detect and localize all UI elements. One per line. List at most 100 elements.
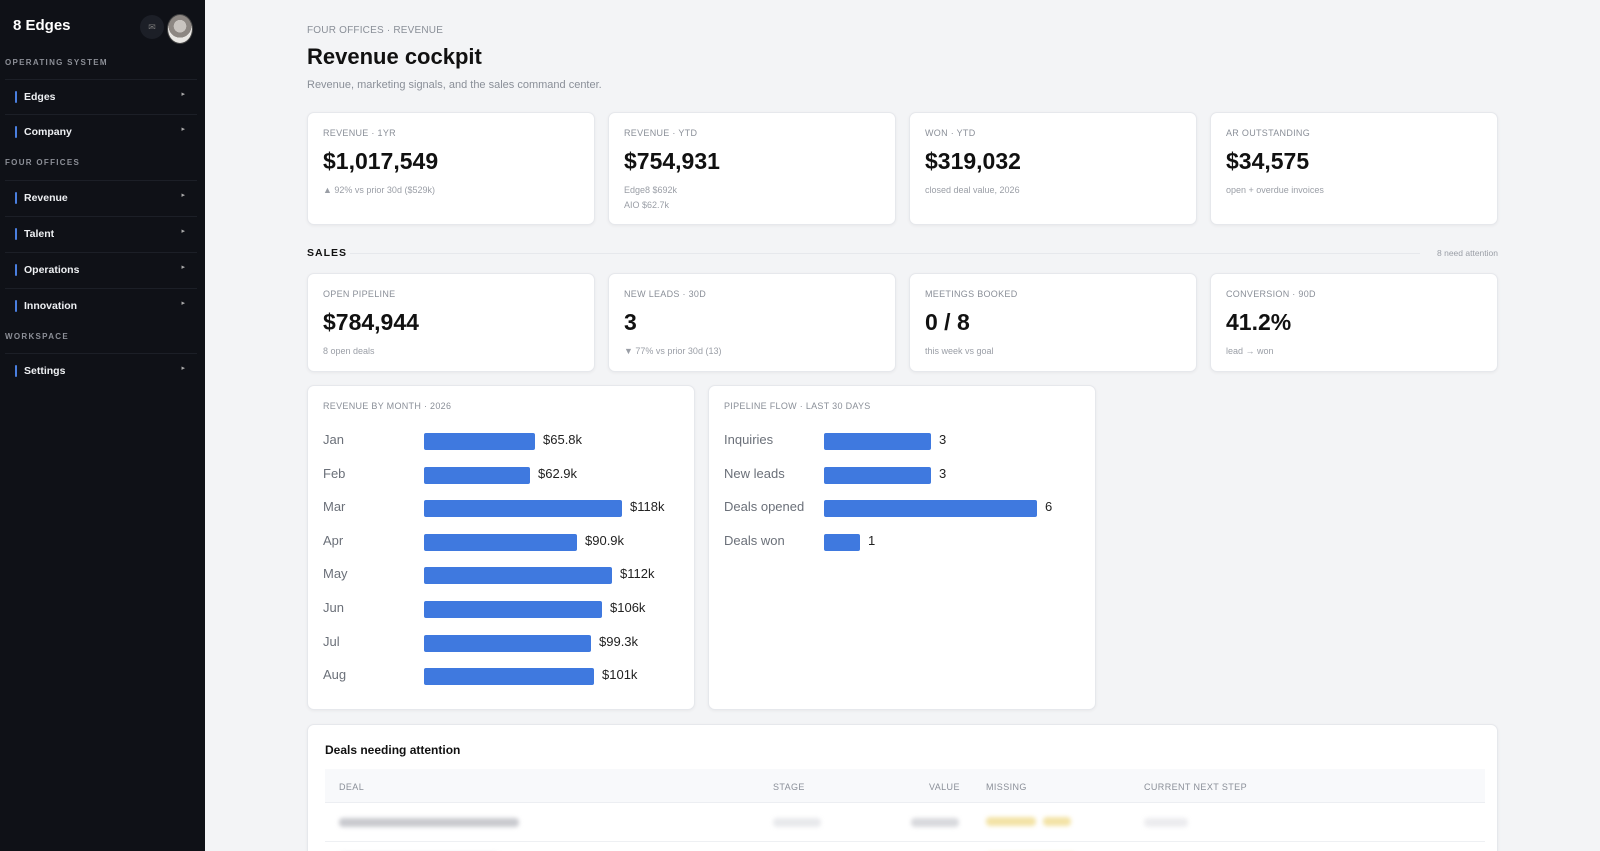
sidebar-item-settings[interactable]: Settings ▸ (5, 353, 197, 388)
section-label-four-offices: FOUR OFFICES (5, 158, 81, 167)
bar-label-jun: Jun (323, 600, 344, 615)
bar-inquiries[interactable] (824, 433, 931, 450)
bar-value-label: 6 (1045, 499, 1053, 515)
bar-jan[interactable] (424, 433, 535, 450)
blurred-cell (1043, 817, 1071, 826)
kpi-subtext: 8 open deals (323, 346, 375, 356)
bar-may[interactable] (424, 567, 612, 585)
chevron-right-icon: ▸ (181, 126, 185, 133)
sidebar-item-operations[interactable]: Operations ▸ (5, 252, 197, 287)
nav-accent-bar (15, 228, 17, 240)
kpi-subtext: Edge8 $692k (624, 185, 678, 195)
kpi-subtext: open + overdue invoices (1226, 185, 1324, 195)
column-header-next-step[interactable]: CURRENT NEXT STEP (1144, 782, 1247, 792)
kpi-card-revenue-ytd: REVENUE · YTD $754,931 Edge8 $692k AIO $… (608, 112, 896, 225)
kpi-label: MEETINGS BOOKED (925, 289, 1018, 299)
section-label-workspace: WORKSPACE (5, 332, 69, 341)
bar-aug[interactable] (424, 668, 594, 686)
chevron-right-icon: ▸ (181, 365, 185, 372)
bar-apr[interactable] (424, 533, 577, 551)
sidebar-item-revenue[interactable]: Revenue ▸ (5, 180, 197, 215)
sidebar-item-innovation[interactable]: Innovation ▸ (5, 288, 197, 323)
avatar[interactable] (167, 14, 193, 44)
kpi-value: $319,032 (925, 148, 1021, 174)
kpi-card-meetings-booked: MEETINGS BOOKED 0 / 8 this week vs goal (909, 273, 1197, 372)
bar-value-label: 3 (939, 465, 947, 481)
bar-label-may: May (323, 566, 348, 582)
kpi-label: CONVERSION · 90D (1226, 289, 1316, 299)
kpi-value: $1,017,549 (323, 148, 439, 174)
sidebar-item-talent[interactable]: Talent ▸ (5, 216, 197, 251)
panel-title: Deals needing attention (325, 743, 461, 757)
column-header-missing[interactable]: MISSING (986, 782, 1027, 792)
mail-icon[interactable]: ✉ (140, 15, 164, 39)
breadcrumb: FOUR OFFICES · REVENUE (307, 25, 444, 36)
bar-label-jul: Jul (323, 633, 340, 649)
bar-label-aug: Aug (323, 667, 347, 683)
sidebar-item-label: Settings (24, 365, 66, 377)
chevron-right-icon: ▸ (181, 91, 185, 98)
bar-jun[interactable] (424, 601, 602, 618)
kpi-subtext: ▲ 92% vs prior 30d ($529k) (323, 185, 435, 195)
deals-needing-attention-panel: Deals needing attention DEAL STAGE VALUE… (307, 724, 1498, 851)
chart-title: REVENUE BY MONTH · 2026 (323, 401, 452, 411)
blurred-cell (1144, 818, 1188, 827)
bar-label-feb: Feb (323, 465, 346, 481)
column-header-stage[interactable]: STAGE (773, 782, 805, 792)
bar-value-label: $90.9k (585, 532, 625, 548)
table-header: DEAL STAGE VALUE MISSING CURRENT NEXT ST… (325, 769, 1485, 803)
section-label-operating-system: OPERATING SYSTEM (5, 58, 108, 67)
table-row[interactable] (325, 843, 1485, 851)
sidebar: 8 Edges ✉ OPERATING SYSTEM Edges ▸ Compa… (0, 0, 205, 851)
kpi-value: 41.2% (1226, 309, 1292, 335)
chevron-right-icon: ▸ (181, 300, 185, 307)
bar-mar[interactable] (424, 500, 622, 518)
kpi-card-won-ytd: WON · YTD $319,032 closed deal value, 20… (909, 112, 1197, 225)
kpi-card-new-leads: NEW LEADS · 30D 3 ▼ 77% vs prior 30d (13… (608, 273, 896, 372)
kpi-subtext: lead → won (1226, 346, 1274, 356)
kpi-value: 3 (624, 309, 637, 335)
kpi-label: AR OUTSTANDING (1226, 128, 1311, 138)
nav-accent-bar (15, 126, 17, 138)
table-row[interactable] (325, 804, 1485, 842)
bar-jul[interactable] (424, 634, 591, 652)
brand-logo[interactable]: 8 Edges (13, 17, 71, 34)
bar-value-label: 1 (868, 532, 876, 548)
kpi-label: REVENUE · YTD (624, 128, 698, 138)
kpi-label: REVENUE · 1YR (323, 128, 396, 138)
bar-value-label: $99.3k (599, 633, 639, 649)
kpi-subtext: ▼ 77% vs prior 30d (13) (624, 346, 722, 356)
nav-accent-bar (15, 365, 17, 377)
kpi-subtext: closed deal value, 2026 (925, 185, 1020, 195)
sidebar-item-label: Edges (24, 91, 56, 103)
bar-new-leads[interactable] (824, 466, 931, 484)
sidebar-item-label: Talent (24, 228, 55, 240)
sidebar-item-edges[interactable]: Edges ▸ (5, 79, 197, 114)
bar-label-apr: Apr (323, 532, 344, 548)
kpi-card-revenue-1yr: REVENUE · 1YR $1,017,549 ▲ 92% vs prior … (307, 112, 595, 225)
nav-accent-bar (15, 264, 17, 276)
nav-accent-bar (15, 91, 17, 103)
page-subtitle: Revenue, marketing signals, and the sale… (307, 79, 602, 91)
bar-label-jan: Jan (323, 432, 344, 447)
kpi-card-ar-outstanding: AR OUTSTANDING $34,575 open + overdue in… (1210, 112, 1498, 225)
bar-feb[interactable] (424, 466, 530, 484)
nav-accent-bar (15, 300, 17, 312)
column-header-deal[interactable]: DEAL (339, 782, 365, 792)
bar-value-label: $101k (602, 667, 638, 683)
chevron-right-icon: ▸ (181, 228, 185, 235)
bar-value-label: $118k (630, 499, 665, 515)
bar-deals-won[interactable] (824, 533, 860, 551)
bar-deals-opened[interactable] (824, 500, 1037, 518)
chart-title: PIPELINE FLOW · LAST 30 DAYS (724, 401, 871, 411)
kpi-value: $34,575 (1226, 148, 1310, 174)
sidebar-item-company[interactable]: Company ▸ (5, 114, 197, 149)
blurred-cell (339, 818, 519, 827)
chevron-right-icon: ▸ (181, 192, 185, 199)
divider (350, 253, 1420, 254)
bar-label-deals-won: Deals won (724, 532, 785, 548)
sidebar-item-label: Revenue (24, 192, 68, 204)
bar-label-mar: Mar (323, 499, 346, 515)
bar-value-label: $112k (620, 566, 655, 582)
column-header-value[interactable]: VALUE (929, 782, 960, 792)
